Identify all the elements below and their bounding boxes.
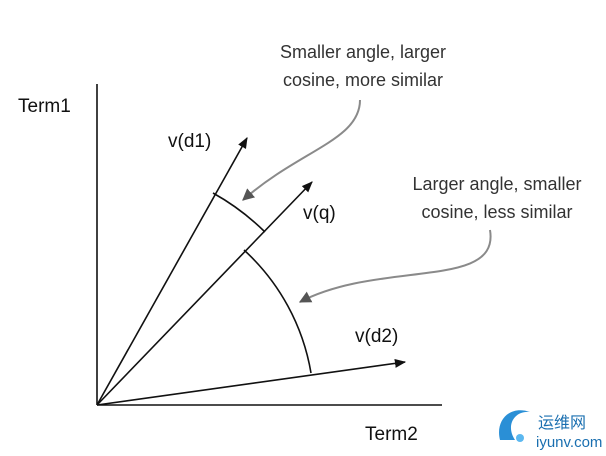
annotation: cosine, less similar bbox=[421, 202, 572, 222]
vector-label: v(d2) bbox=[355, 326, 398, 347]
annotation: Smaller angle, larger bbox=[280, 42, 446, 62]
vector-d1 bbox=[96, 137, 248, 406]
angle-arc bbox=[243, 249, 312, 374]
vector-label: v(q) bbox=[303, 203, 336, 224]
watermark-logo bbox=[516, 434, 524, 442]
x-axis-label: Term2 bbox=[365, 424, 418, 445]
vector-label: v(d1) bbox=[168, 131, 211, 152]
vector-q bbox=[96, 181, 313, 406]
angle-arc bbox=[212, 192, 266, 233]
watermark-name: 运维网 bbox=[538, 414, 586, 432]
watermark-url: iyunv.com bbox=[536, 434, 602, 451]
watermark-logo bbox=[499, 410, 530, 440]
vector-d2 bbox=[96, 358, 407, 406]
y-axis-label: Term1 bbox=[18, 96, 71, 117]
watermark: 运维网 iyunv.com bbox=[499, 410, 602, 451]
annotation: Larger angle, smaller bbox=[412, 174, 581, 194]
annotation: cosine, more similar bbox=[283, 70, 443, 90]
annotation-arrow bbox=[242, 99, 361, 201]
annotation-arrow bbox=[298, 229, 492, 303]
